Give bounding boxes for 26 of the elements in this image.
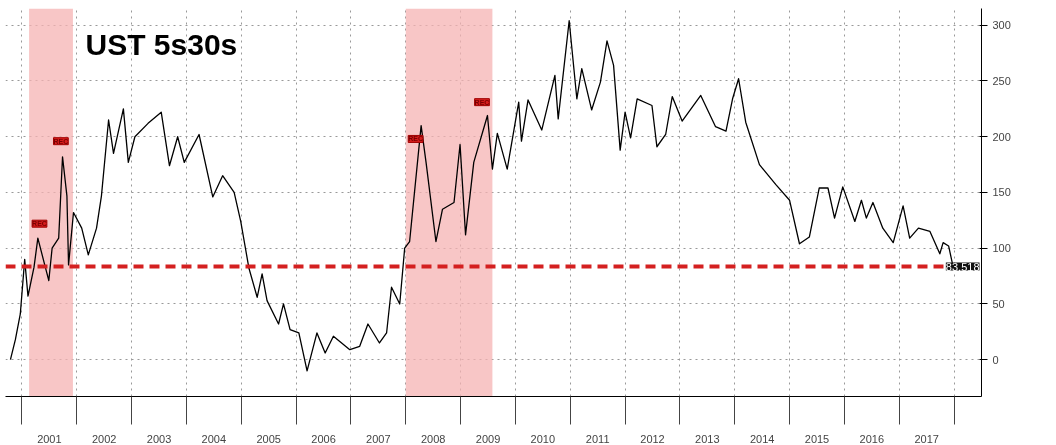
x-tick-label: 2017 <box>914 432 939 445</box>
x-tick-label: 2001 <box>37 432 62 445</box>
x-tick-label: 2015 <box>804 432 830 445</box>
x-tick-label: 2008 <box>420 432 446 445</box>
x-tick-label: 2009 <box>475 432 501 445</box>
x-tick-label: 2012 <box>640 432 665 445</box>
x-tick-label: 2007 <box>366 432 391 445</box>
x-tick-label: 2013 <box>695 432 720 445</box>
y-tick-label: 100 <box>992 242 1011 255</box>
y-tick-label: 300 <box>992 19 1011 32</box>
y-tick-label: 0 <box>992 353 999 366</box>
x-tick-label: 2006 <box>311 432 336 445</box>
x-tick-label: 2002 <box>91 432 117 445</box>
text: UST 5s30s <box>85 27 238 61</box>
y-tick-label: 50 <box>992 297 1005 310</box>
x-tick-label: 2011 <box>585 432 610 445</box>
x-tick-label: 2005 <box>256 432 281 445</box>
y-tick-label: 150 <box>992 186 1011 199</box>
x-tick-label: 2003 <box>146 432 172 445</box>
x-tick-label: 2016 <box>859 432 885 445</box>
x-tick-label: 2010 <box>530 432 556 445</box>
y-tick-label: 200 <box>992 130 1011 143</box>
x-tick-label: 2004 <box>201 432 227 445</box>
ref-line-label: 83.518 <box>945 260 980 273</box>
y-tick-label: 250 <box>992 74 1011 87</box>
x-tick-label: 2014 <box>749 432 775 445</box>
